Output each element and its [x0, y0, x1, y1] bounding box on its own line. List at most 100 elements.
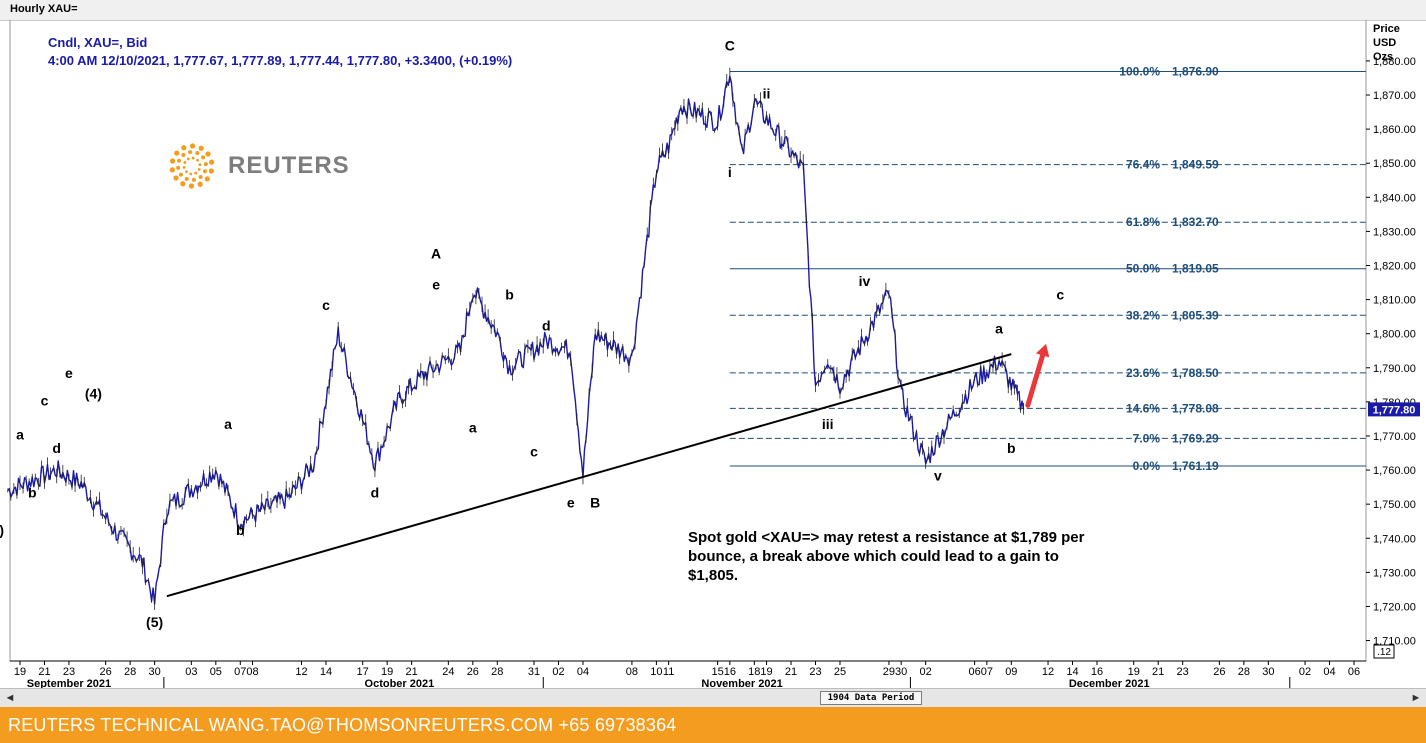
x-tick-label: 26 — [100, 666, 112, 678]
logo-dot — [195, 151, 200, 156]
wave-label: c — [322, 297, 330, 313]
fib-pct-label: 61.8% — [1126, 215, 1160, 229]
wave-label: c — [530, 443, 538, 459]
x-tick-label: 30 — [148, 666, 160, 678]
logo-dot — [178, 172, 183, 177]
wave-label: ii — [763, 85, 771, 101]
last-price-tag — [1368, 402, 1420, 417]
horizontal-scrollbar[interactable]: ◄ 1904 Data Period ► — [0, 688, 1426, 708]
logo-dot — [189, 143, 196, 149]
bullish-arrow-head — [1035, 343, 1050, 358]
fib-pct-label: 76.4% — [1126, 158, 1160, 172]
logo-dot — [204, 176, 210, 182]
wave-label: i — [728, 164, 732, 180]
fib-pct-label: 7.0% — [1133, 431, 1161, 445]
x-tick-label: 28 — [1238, 666, 1250, 678]
y-tick-label: 1,840.00 — [1373, 192, 1416, 204]
x-tick-label: 19 — [14, 666, 26, 678]
logo-dot — [186, 157, 190, 161]
analysis-note: Spot gold <XAU=> may retest a resistance… — [688, 529, 1085, 584]
logo-dot — [170, 158, 176, 164]
x-tick-label: 06 — [1348, 666, 1360, 678]
x-tick-label: 28 — [124, 666, 136, 678]
month-label: September 2021 — [27, 678, 111, 688]
logo-dot — [174, 150, 180, 156]
x-tick-label: 14 — [320, 666, 332, 678]
logo-dot — [173, 175, 179, 181]
logo-dot — [188, 183, 195, 189]
y-tick-label: 1,850.00 — [1373, 158, 1416, 170]
fib-value-label: 1,769.29 — [1172, 431, 1219, 445]
wave-label: e — [432, 276, 440, 292]
fib-value-label: 1,832.70 — [1172, 215, 1219, 229]
y-tick-label: 1,810.00 — [1373, 295, 1416, 307]
x-tick-label: 24 — [442, 666, 454, 678]
x-tick-label: 12 — [295, 666, 307, 678]
logo-dot — [208, 168, 214, 174]
wave-label: (4) — [85, 385, 102, 401]
x-tick-label: 14 — [1066, 666, 1078, 678]
logo-dot — [201, 155, 206, 160]
fib-value-label: 1,805.39 — [1172, 308, 1219, 322]
logo-dot — [184, 176, 189, 181]
y-tick-label: 1,770.00 — [1373, 431, 1416, 443]
y-axis-title: Ozs — [1373, 51, 1393, 63]
logo-dot — [203, 162, 208, 167]
window-title-bar: Hourly XAU= — [0, 0, 1426, 21]
x-tick-label: 06 — [968, 666, 980, 678]
y-tick-label: 1,860.00 — [1373, 124, 1416, 136]
y-tick-label: 1,880.00 — [1373, 56, 1416, 68]
footer-banner: REUTERS TECHNICAL WANG.TAO@THOMSONREUTER… — [0, 707, 1426, 743]
y-tick-label: 1,730.00 — [1373, 567, 1416, 579]
fib-pct-label: 50.0% — [1126, 262, 1160, 276]
fib-value-label: 1,778.08 — [1172, 401, 1219, 415]
x-tick-label: 21 — [785, 666, 797, 678]
wave-label: a — [995, 321, 1003, 337]
wave-label: c — [41, 392, 49, 408]
x-tick-label: 18 — [748, 666, 760, 678]
fib-value-label: 1,849.59 — [1172, 158, 1219, 172]
x-tick-label: 07 — [981, 666, 993, 678]
reuters-logo: REUTERS — [168, 142, 349, 190]
logo-dot — [209, 159, 215, 165]
x-tick-label: 25 — [834, 666, 846, 678]
wave-label: b — [1007, 440, 1016, 456]
wave-label: A — [431, 246, 441, 262]
logo-dot — [194, 171, 198, 175]
wave-label: a — [469, 420, 477, 436]
scroll-left-arrow-icon[interactable]: ◄ — [4, 692, 16, 704]
fib-value-label: 1,788.50 — [1172, 366, 1219, 380]
logo-dot — [198, 145, 204, 151]
scroll-right-arrow-icon[interactable]: ► — [1410, 692, 1422, 704]
wave-label: iii — [822, 416, 834, 432]
x-tick-label: 03 — [185, 666, 197, 678]
x-tick-label: 28 — [491, 666, 503, 678]
reuters-dot-ring-icon — [169, 143, 215, 189]
x-tick-label: 26 — [467, 666, 479, 678]
wave-label: d — [52, 440, 61, 456]
wave-label: c — [1056, 287, 1064, 303]
x-tick-label: 30 — [895, 666, 907, 678]
fib-pct-label: 14.6% — [1126, 401, 1160, 415]
fibonacci-levels: 100.0% 1,876.90 76.4% 1,849.59 61.8% 1,832.70… — [729, 64, 1366, 473]
x-tick-label: 16 — [724, 666, 736, 678]
wave-label: v — [934, 467, 942, 483]
wave-label: e — [65, 365, 73, 381]
y-axis-title: Price — [1373, 23, 1400, 35]
logo-dot — [182, 165, 186, 169]
x-tick-label: 09 — [1005, 666, 1017, 678]
fib-pct-label: 100.0% — [1119, 64, 1160, 78]
wave-label: b — [28, 484, 37, 500]
fib-pct-label: 0.0% — [1133, 459, 1161, 473]
wave-label: b — [236, 522, 245, 538]
y-tick-label: 1,790.00 — [1373, 363, 1416, 375]
x-tick-label: 10 — [650, 666, 662, 678]
y-axis-title: USD — [1373, 37, 1396, 49]
x-tick-label: 23 — [63, 666, 75, 678]
y-tick-label: 1,720.00 — [1373, 601, 1416, 613]
x-tick-label: 02 — [920, 666, 932, 678]
scrollbar-thumb[interactable]: 1904 Data Period — [820, 691, 922, 705]
x-tick-label: 30 — [1262, 666, 1274, 678]
footer-text: REUTERS TECHNICAL WANG.TAO@THOMSONREUTER… — [8, 715, 677, 735]
